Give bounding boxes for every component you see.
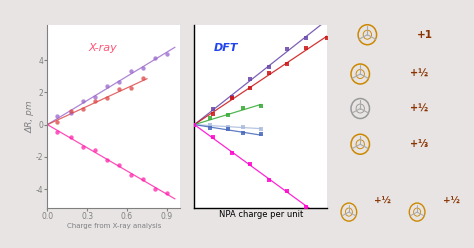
Point [139,76,147,80]
Text: +⅓: +⅓ [410,139,428,149]
Point [246,162,254,166]
Point [209,135,217,139]
Point [103,158,111,162]
Point [323,218,331,222]
X-axis label: Charge from X-ray analysis: Charge from X-ray analysis [66,223,161,229]
Point [240,131,247,135]
Text: +½: +½ [410,103,428,114]
Point [67,135,75,139]
Point [265,178,273,182]
Point [257,127,264,131]
Text: X-ray: X-ray [89,43,118,53]
Point [53,114,61,118]
Point [191,123,198,126]
Point [207,126,214,130]
Point [265,65,273,69]
Point [265,71,273,75]
Point [151,187,159,191]
Point [191,123,198,126]
Point [91,95,99,99]
Point [240,125,247,129]
Point [67,109,75,113]
Point [283,62,291,66]
Point [257,132,264,136]
Point [127,173,135,177]
Point [228,96,235,100]
Point [91,148,99,152]
Point [240,106,247,110]
Point [191,123,198,126]
Point [209,112,217,116]
Point [103,85,111,89]
Point [163,52,171,56]
Point [115,80,123,84]
Point [302,36,310,40]
Text: +½: +½ [443,197,460,206]
Point [67,111,75,115]
Text: +½: +½ [374,197,392,206]
Point [80,107,87,111]
Point [115,163,123,167]
Y-axis label: ΔR, pm: ΔR, pm [25,100,34,133]
Point [283,189,291,193]
Point [191,123,198,126]
Text: +1: +1 [417,30,433,40]
X-axis label: NPA charge per unit: NPA charge per unit [219,210,303,219]
Point [53,120,61,124]
Text: DFT: DFT [214,43,239,53]
Point [207,117,214,121]
Point [302,46,310,50]
Point [139,177,147,181]
Point [91,99,99,103]
Point [163,191,171,195]
Point [224,113,231,117]
Point [191,123,198,126]
Point [302,205,310,209]
Point [209,107,217,111]
Point [127,69,135,73]
Point [246,86,254,90]
Point [151,56,159,60]
Point [224,126,231,130]
Point [127,86,135,90]
Text: +½: +½ [410,69,428,79]
Point [283,47,291,51]
Point [53,130,61,134]
Point [80,145,87,149]
Point [103,96,111,100]
Point [323,16,331,20]
Point [115,87,123,91]
Point [257,104,264,108]
Point [191,123,198,126]
Point [224,125,231,129]
Point [323,36,331,40]
Point [228,95,235,99]
Point [139,66,147,70]
Point [228,151,235,155]
Point [80,99,87,103]
Point [246,77,254,81]
Point [207,123,214,127]
